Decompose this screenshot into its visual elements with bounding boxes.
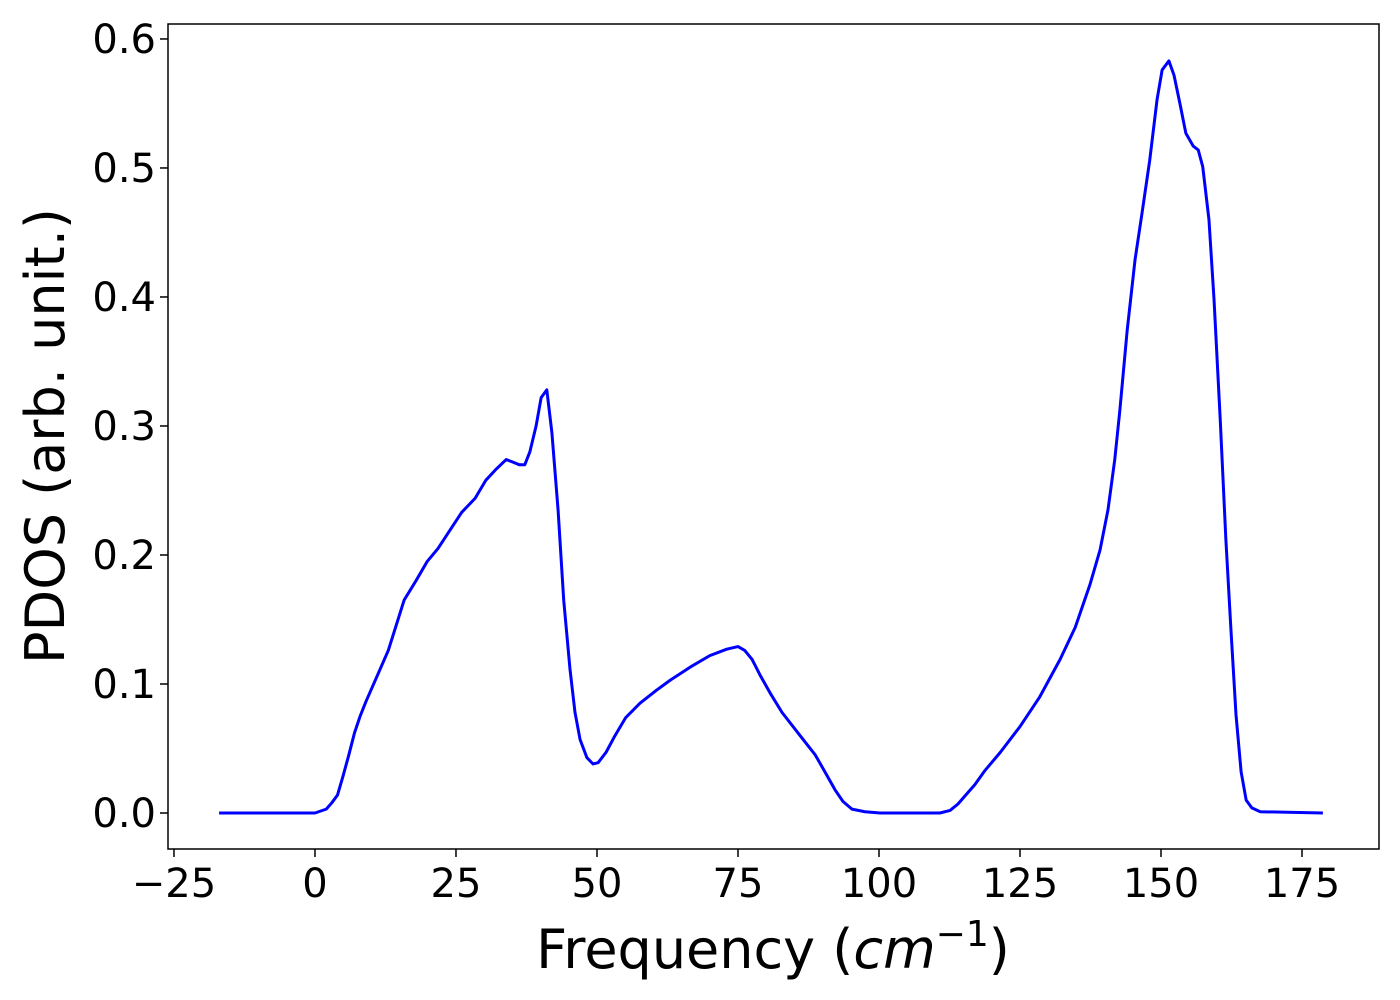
- y-tick-label: 0.5: [92, 146, 156, 192]
- x-axis-label: Frequency (cm−1): [536, 914, 1010, 981]
- x-label-close: ): [989, 918, 1010, 981]
- line: [219, 59, 1323, 815]
- x-tick-label: 0: [302, 861, 327, 907]
- x-label-text: Frequency (: [536, 918, 853, 981]
- x-tick-label: 150: [1123, 861, 1199, 907]
- y-axis-label: PDOS (arb. unit.): [14, 208, 77, 664]
- x-tick-label: 25: [431, 861, 482, 907]
- x-label-sup: −1: [936, 914, 989, 955]
- x-tick-label: −25: [132, 861, 216, 907]
- y-tick-label: 0.4: [92, 275, 156, 321]
- y-tick-label: 0.2: [92, 533, 156, 579]
- y-tick-label: 0.1: [92, 662, 156, 708]
- y-tick-label: 0.6: [92, 17, 156, 63]
- x-tick-label: 175: [1264, 861, 1340, 907]
- plot-frame: [167, 23, 1380, 850]
- x-tick-label: 50: [572, 861, 623, 907]
- x-tick-label: 100: [841, 861, 917, 907]
- y-tick-label: 0.3: [92, 404, 156, 450]
- x-tick-label: 75: [713, 861, 764, 907]
- x-tick-label: 125: [982, 861, 1058, 907]
- x-label-math: cm: [853, 918, 935, 981]
- y-tick-label: 0.0: [92, 791, 156, 837]
